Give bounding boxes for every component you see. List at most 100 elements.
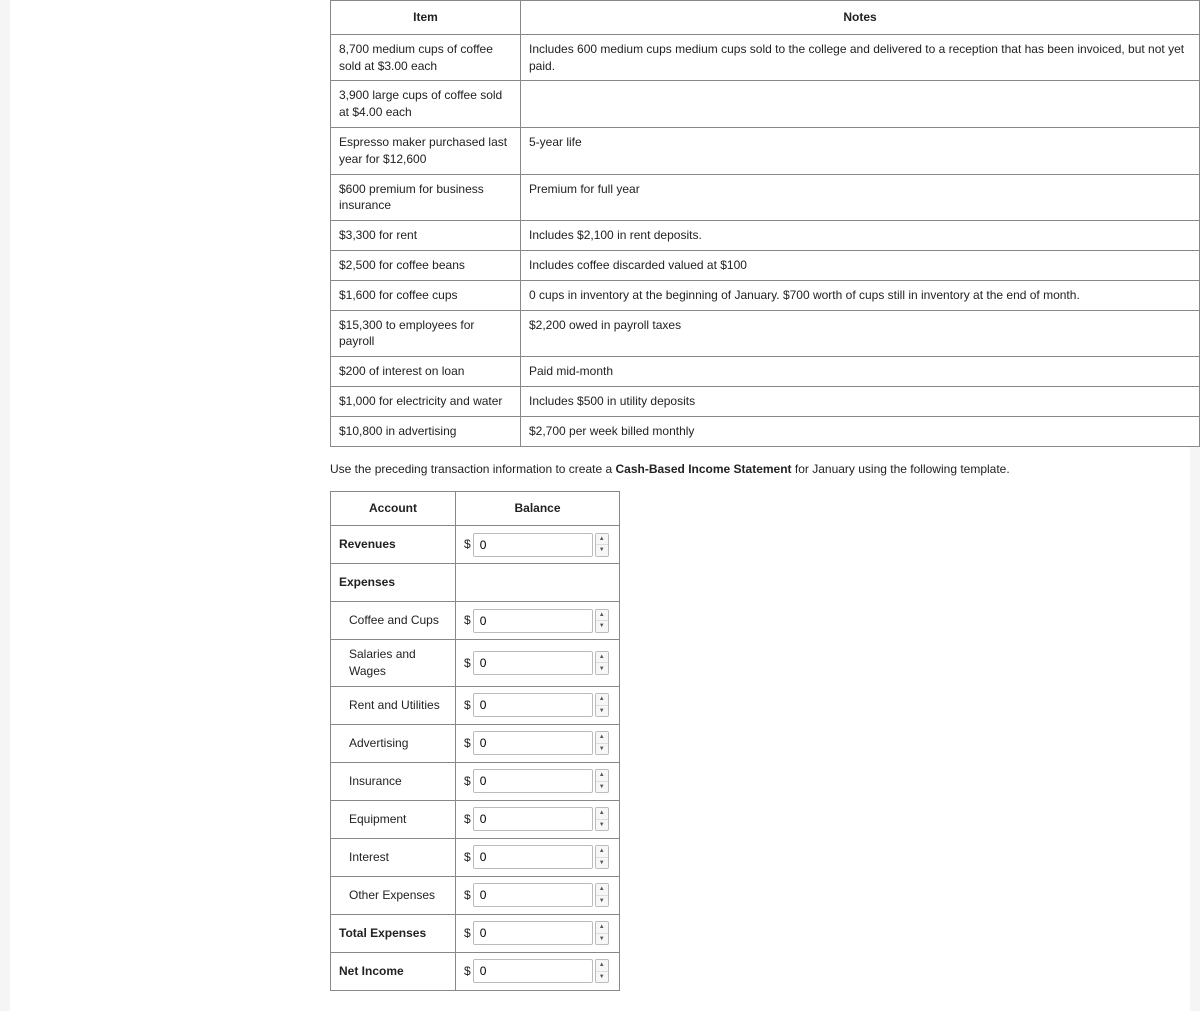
balance-input[interactable] (473, 769, 593, 793)
balance-account-label: Rent and Utilities (331, 686, 456, 724)
info-cell-notes: Includes coffee discarded valued at $100 (521, 250, 1200, 280)
spinner-down-icon[interactable]: ▼ (596, 545, 608, 556)
table-row: $1,600 for coffee cups0 cups in inventor… (331, 280, 1200, 310)
info-header-item: Item (331, 1, 521, 35)
instruction-text: Use the preceding transaction informatio… (330, 461, 1170, 478)
info-cell-item: $15,300 to employees for payroll (331, 310, 521, 357)
info-cell-notes: Includes $500 in utility deposits (521, 386, 1200, 416)
balance-input[interactable] (473, 959, 593, 983)
table-row: $200 of interest on loanPaid mid-month (331, 357, 1200, 387)
number-spinner: ▲▼ (595, 693, 609, 717)
spinner-up-icon[interactable]: ▲ (596, 808, 608, 820)
info-cell-item: $1,600 for coffee cups (331, 280, 521, 310)
balance-value-cell: $▲▼ (456, 762, 620, 800)
balance-input[interactable] (473, 845, 593, 869)
instruction-post: for January using the following template… (792, 462, 1010, 476)
spinner-down-icon[interactable]: ▼ (596, 744, 608, 755)
spinner-up-icon[interactable]: ▲ (596, 884, 608, 896)
transactions-table: Item Notes 8,700 medium cups of coffee s… (330, 0, 1200, 447)
number-spinner: ▲▼ (595, 651, 609, 675)
currency-symbol: $ (464, 849, 471, 866)
spinner-down-icon[interactable]: ▼ (596, 820, 608, 831)
spinner-down-icon[interactable]: ▼ (596, 706, 608, 717)
balance-input[interactable] (473, 731, 593, 755)
balance-account-label: Total Expenses (331, 914, 456, 952)
table-row: Equipment $▲▼ (331, 800, 620, 838)
balance-account-label: Advertising (331, 724, 456, 762)
currency-symbol: $ (464, 925, 471, 942)
table-row: $1,000 for electricity and waterIncludes… (331, 386, 1200, 416)
info-cell-notes: Includes $2,100 in rent deposits. (521, 221, 1200, 251)
content-inner: Item Notes 8,700 medium cups of coffee s… (30, 0, 1170, 991)
balance-input[interactable] (473, 883, 593, 907)
currency-symbol: $ (464, 697, 471, 714)
money-input-wrap: $ ▲▼ (464, 693, 611, 717)
balance-value-cell: $▲▼ (456, 602, 620, 640)
table-row: 8,700 medium cups of coffee sold at $3.0… (331, 34, 1200, 81)
spinner-up-icon[interactable]: ▲ (596, 534, 608, 546)
info-cell-item: 8,700 medium cups of coffee sold at $3.0… (331, 34, 521, 81)
number-spinner: ▲▼ (595, 959, 609, 983)
number-spinner: ▲▼ (595, 921, 609, 945)
balance-value-cell: $ ▲▼ (456, 952, 620, 990)
table-row: Net Income$▲▼ (331, 952, 620, 990)
table-row: Insurance$▲▼ (331, 762, 620, 800)
number-spinner: ▲▼ (595, 533, 609, 557)
spinner-down-icon[interactable]: ▼ (596, 972, 608, 983)
spinner-down-icon[interactable]: ▼ (596, 858, 608, 869)
spinner-down-icon[interactable]: ▼ (596, 621, 608, 632)
spinner-up-icon[interactable]: ▲ (596, 652, 608, 664)
spinner-up-icon[interactable]: ▲ (596, 846, 608, 858)
info-cell-item: $1,000 for electricity and water (331, 386, 521, 416)
spinner-down-icon[interactable]: ▼ (596, 782, 608, 793)
instruction-pre: Use the preceding transaction informatio… (330, 462, 616, 476)
balance-value-cell: $▲▼ (456, 800, 620, 838)
money-input-wrap: $▲▼ (464, 883, 611, 907)
currency-symbol: $ (464, 735, 471, 752)
balance-account-label: Coffee and Cups (331, 602, 456, 640)
table-row: $600 premium for business insurancePremi… (331, 174, 1200, 221)
table-row: $10,800 in advertising$2,700 per week bi… (331, 416, 1200, 446)
number-spinner: ▲▼ (595, 845, 609, 869)
balance-table: Account Balance Revenues$▲▼ExpensesCoffe… (330, 491, 620, 990)
balance-account-label: Interest (331, 838, 456, 876)
spinner-down-icon[interactable]: ▼ (596, 896, 608, 907)
money-input-wrap: $ ▲▼ (464, 959, 611, 983)
info-cell-notes: $2,200 owed in payroll taxes (521, 310, 1200, 357)
currency-symbol: $ (464, 963, 471, 980)
balance-input[interactable] (473, 921, 593, 945)
spinner-up-icon[interactable]: ▲ (596, 960, 608, 972)
money-input-wrap: $▲▼ (464, 807, 611, 831)
table-row: Espresso maker purchased last year for $… (331, 127, 1200, 174)
balance-account-label: Equipment (331, 800, 456, 838)
info-cell-item: $3,300 for rent (331, 221, 521, 251)
spinner-up-icon[interactable]: ▲ (596, 610, 608, 622)
balance-input[interactable] (473, 651, 593, 675)
spinner-up-icon[interactable]: ▲ (596, 922, 608, 934)
table-row: Revenues$▲▼ (331, 526, 620, 564)
balance-input[interactable] (473, 807, 593, 831)
page-container: Item Notes 8,700 medium cups of coffee s… (10, 0, 1190, 1011)
balance-value-cell: $ ▲▼ (456, 724, 620, 762)
balance-input[interactable] (473, 609, 593, 633)
spinner-down-icon[interactable]: ▼ (596, 934, 608, 945)
table-row: Salaries and Wages$▲▼ (331, 640, 620, 687)
balance-input[interactable] (473, 693, 593, 717)
spinner-up-icon[interactable]: ▲ (596, 694, 608, 706)
spinner-up-icon[interactable]: ▲ (596, 770, 608, 782)
balance-value-cell (456, 564, 620, 602)
balance-input[interactable] (473, 533, 593, 557)
spinner-down-icon[interactable]: ▼ (596, 663, 608, 674)
info-cell-notes: $2,700 per week billed monthly (521, 416, 1200, 446)
currency-symbol: $ (464, 655, 471, 672)
info-cell-item: $2,500 for coffee beans (331, 250, 521, 280)
table-row: Total Expenses $ ▲▼ (331, 914, 620, 952)
spinner-up-icon[interactable]: ▲ (596, 732, 608, 744)
table-row: $3,300 for rentIncludes $2,100 in rent d… (331, 221, 1200, 251)
table-row: 3,900 large cups of coffee sold at $4.00… (331, 81, 1200, 128)
table-row: Advertising $ ▲▼ (331, 724, 620, 762)
table-row: Other Expenses$▲▼ (331, 876, 620, 914)
number-spinner: ▲▼ (595, 769, 609, 793)
money-input-wrap: $▲▼ (464, 533, 611, 557)
table-row: $2,500 for coffee beansIncludes coffee d… (331, 250, 1200, 280)
